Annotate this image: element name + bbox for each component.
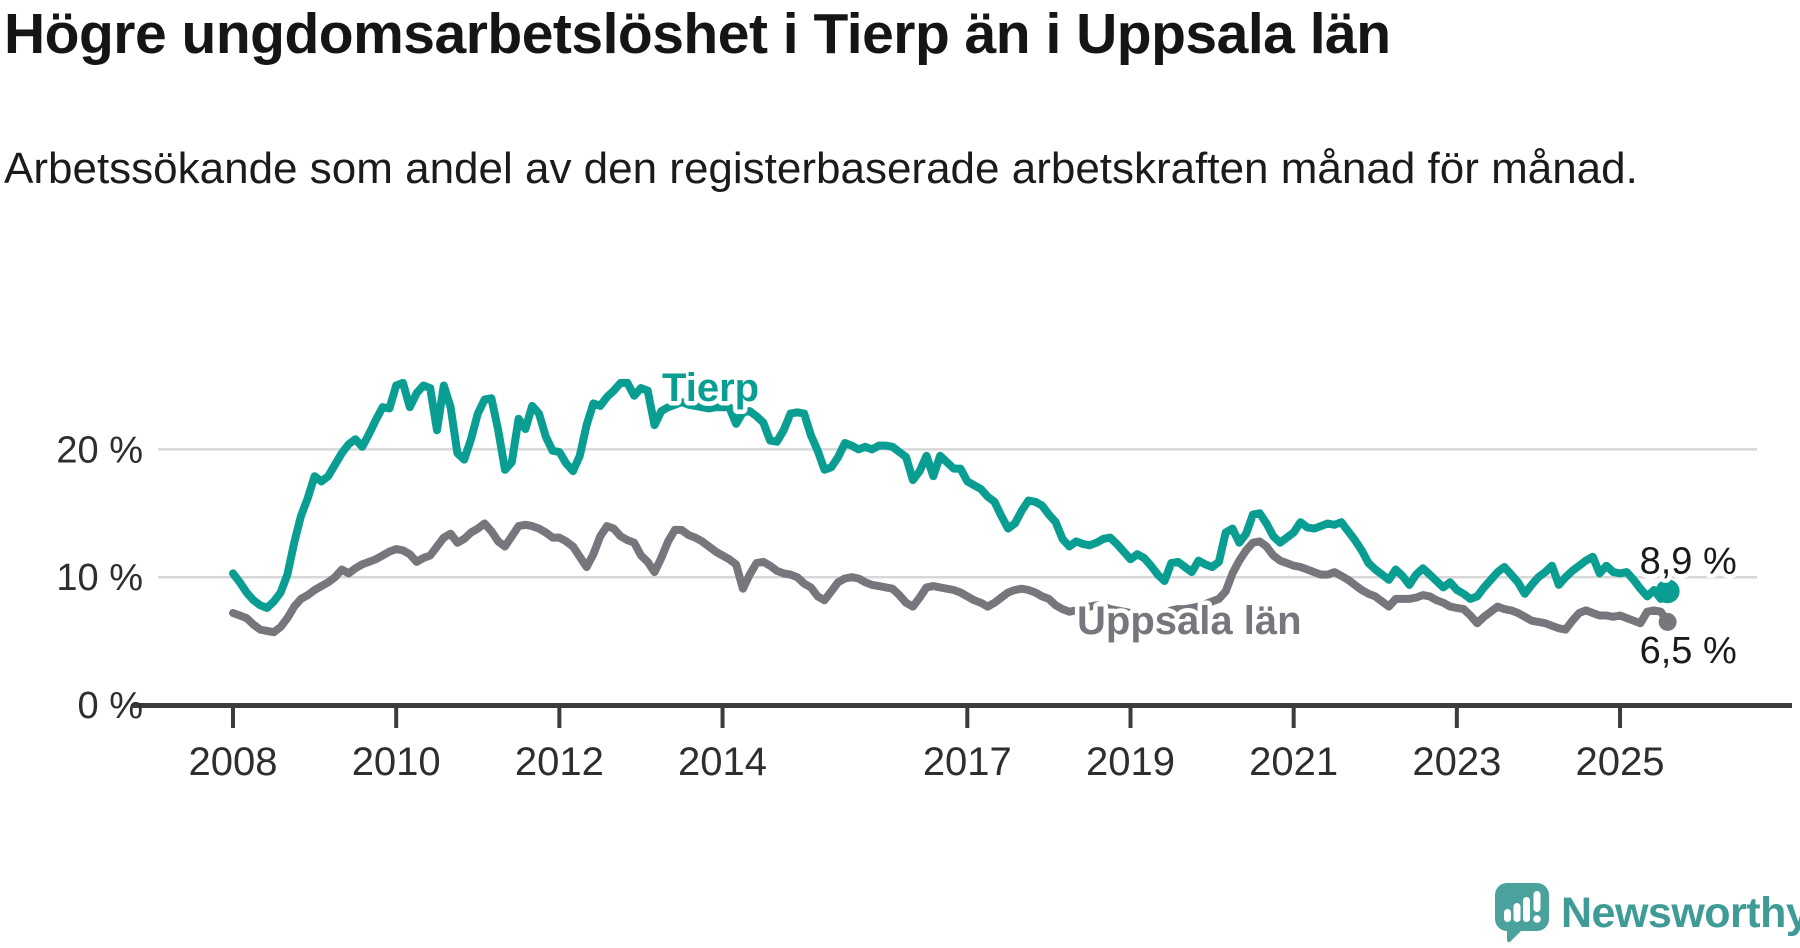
- y-axis-labels: 0 % 10 % 20 %: [56, 429, 143, 727]
- exclamation-dot-icon: [1533, 915, 1541, 923]
- x-tick-label-2021: 2021: [1249, 740, 1338, 784]
- bar-icon-small: [1504, 909, 1511, 922]
- x-axis-labels: 2008 2010 2012 2014 2017 2019 2021 2023 2025: [189, 740, 1665, 784]
- exclamation-bar-icon: [1533, 891, 1541, 912]
- tierp-end-dot: [1655, 579, 1680, 604]
- uppsala-line: [229, 519, 1672, 637]
- x-tick-label-2010: 2010: [352, 740, 441, 784]
- bar-icon-large: [1523, 897, 1530, 922]
- tierp-line: [229, 378, 1672, 612]
- newsworthy-logo-icon: [1495, 883, 1549, 943]
- x-tick-label-2014: 2014: [678, 740, 767, 784]
- y-tick-label-10: 10 %: [56, 557, 143, 599]
- x-tick-label-2019: 2019: [1086, 740, 1175, 784]
- x-tick-label-2012: 2012: [515, 740, 604, 784]
- uppsala-series-label: Uppsala län: [1077, 599, 1302, 643]
- tierp-series-label: Tierp: [662, 366, 759, 410]
- uppsala-end-value-label: 6,5 %: [1640, 630, 1737, 672]
- x-tick-label-2008: 2008: [189, 740, 278, 784]
- y-tick-label-0: 0 %: [78, 685, 143, 727]
- uppsala-end-dot: [1658, 612, 1677, 631]
- chart-title: Högre ungdomsarbetslöshet i Tierp än i U…: [4, 2, 1391, 66]
- x-tick-label-2025: 2025: [1576, 740, 1665, 784]
- newsworthy-logo: Newsworthy: [1494, 882, 1800, 944]
- speech-bubble-shape: [1495, 883, 1549, 943]
- x-tick-label-2023: 2023: [1412, 740, 1501, 784]
- x-tick-label-2017: 2017: [923, 740, 1012, 784]
- chart-subtitle: Arbetssökande som andel av den registerb…: [4, 144, 1638, 193]
- tierp-end-value-label: 8,9 %: [1640, 540, 1737, 582]
- y-tick-label-20: 20 %: [56, 429, 143, 471]
- bar-icon-medium: [1513, 903, 1521, 922]
- newsworthy-logo-text: Newsworthy: [1561, 889, 1800, 937]
- x-axis-ticks: [231, 708, 1623, 728]
